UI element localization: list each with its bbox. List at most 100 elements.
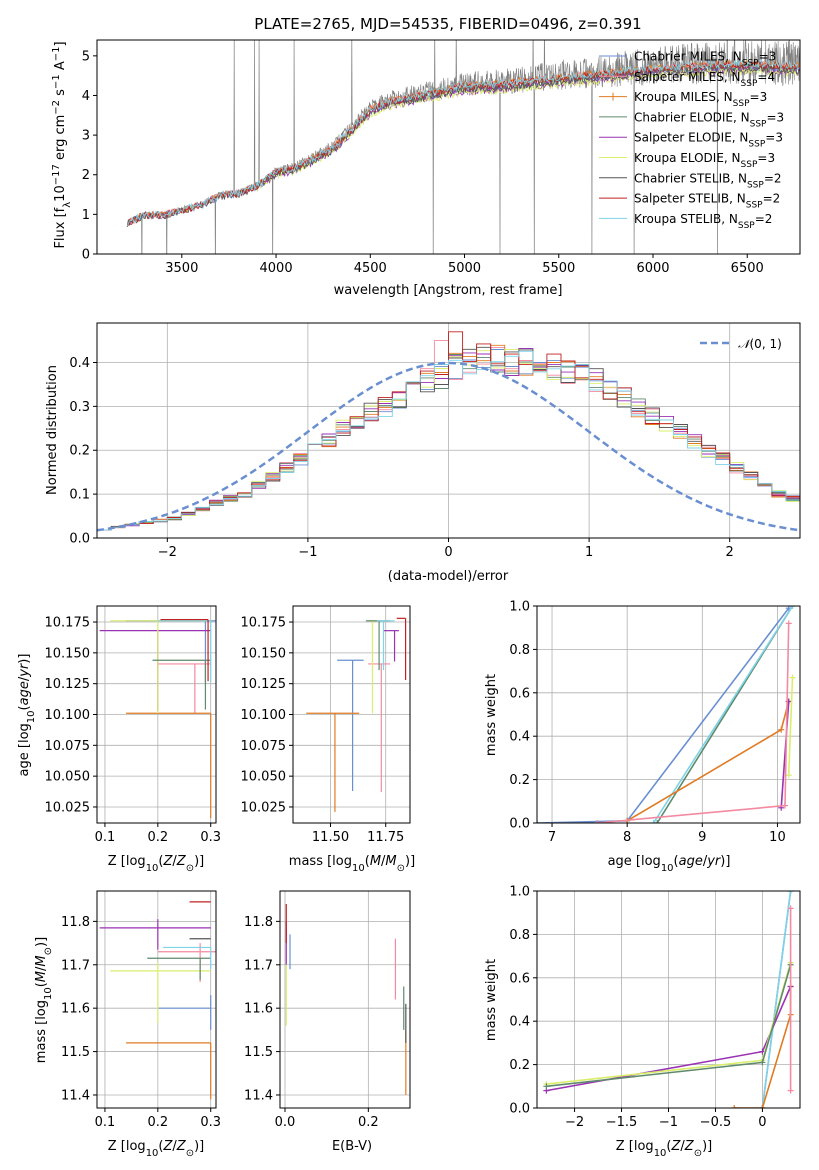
x-tick-label: 5500 xyxy=(542,261,575,276)
ylabel-mid: 10 xyxy=(53,185,68,202)
errorbar xyxy=(126,620,216,683)
mass-weight-point xyxy=(789,674,796,681)
errorbar xyxy=(99,919,211,950)
legend-sub: SSP xyxy=(738,221,755,231)
y-tick-label: 10.025 xyxy=(241,800,287,815)
legend-label: Salpeter ELODIE, NSSP=3 xyxy=(634,131,783,150)
mass-vs-z-panel: 0.1 0.2 0.3 11.4 11.5 11.6 11.7 11.8 xyxy=(61,890,221,1130)
y-tick-label: 0.4 xyxy=(509,1015,530,1030)
x-tick-label: 11.50 xyxy=(312,830,349,845)
legend-nssp: =3 xyxy=(750,90,768,104)
y-tick-label: 11.6 xyxy=(244,1002,273,1017)
ylabel-mid3: s xyxy=(53,89,68,100)
mass-weight-point xyxy=(781,802,788,809)
plot-area xyxy=(99,618,216,819)
x-tick-label: 0.1 xyxy=(95,830,116,845)
axes-frame: −2 −1.5 −1 −0.5 0 0.0 0.2 0.4 0.6 0.8 1.0 xyxy=(509,885,801,1130)
y-tick-label: 0.0 xyxy=(509,1102,530,1117)
legend-label: Chabrier STELIB, NSSP=2 xyxy=(634,171,782,190)
x-tick-label: 8 xyxy=(623,830,631,845)
massweight-vs-age-panel: 7 8 9 10 0.0 0.2 0.4 0.6 0.8 1.0 xyxy=(509,600,801,845)
model-spectrum-7 xyxy=(126,60,800,227)
legend-item: Chabrier MILES, NSSP=3 xyxy=(599,50,776,69)
errorbar xyxy=(157,943,216,983)
axes-frame: 0.1 0.2 0.3 10.025 10.050 10.075 10.100 10.125 1… xyxy=(45,605,221,845)
x-tick-label: 6000 xyxy=(636,261,669,276)
legend-item: Salpeter ELODIE, NSSP=3 xyxy=(599,131,783,150)
ylabel-post: ] xyxy=(53,41,68,46)
y-tick-label: 11.6 xyxy=(61,1002,90,1017)
legend-item: Kroupa ELODIE, NSSP=3 xyxy=(599,151,775,170)
legend-sub: SSP xyxy=(742,59,759,69)
errorbar xyxy=(383,630,399,662)
x-tick-label: 0.1 xyxy=(95,1115,116,1130)
legend-sub: SSP xyxy=(733,99,750,109)
legend-normal-label: 𝒩(0, 1) xyxy=(738,337,782,351)
mass-weight-point xyxy=(787,905,794,912)
legend-sub: SSP xyxy=(741,79,758,89)
age-z-xlabel: Z [log10(Z/Z⊙)] xyxy=(108,854,205,874)
x-tick-label: 6500 xyxy=(731,261,764,276)
residual-histogram-8 xyxy=(97,350,800,538)
axes-frame: 0.1 0.2 0.3 11.4 11.5 11.6 11.7 11.8 xyxy=(61,890,221,1130)
legend-nssp: =2 xyxy=(763,192,781,206)
mass-weight-point xyxy=(778,726,785,733)
x-tick-label: −1 xyxy=(298,545,317,560)
y-tick-label: 0.3 xyxy=(69,400,90,415)
errorbar xyxy=(99,630,211,711)
x-tick-label: 5000 xyxy=(448,261,481,276)
x-tick-label: 0.2 xyxy=(147,1115,168,1130)
errorbar xyxy=(157,620,212,683)
x-tick-label: −2 xyxy=(158,545,177,560)
y-tick-label: 10.100 xyxy=(241,708,287,723)
axes-frame: −2 −1 0 1 2 0.0 0.1 0.2 0.3 0.4 xyxy=(69,322,801,560)
errorbar xyxy=(160,618,209,682)
residual-histogram-panel: −2 −1 0 1 2 0.0 0.1 0.2 0.3 0.4 xyxy=(69,322,801,560)
x-tick-label: 0.3 xyxy=(200,830,221,845)
mass-z-xlabel: Z [log10(Z/Z⊙)] xyxy=(108,1139,205,1159)
ylabel-sup3: −1 xyxy=(51,74,62,89)
x-tick-label: 7 xyxy=(548,830,556,845)
y-tick-label: 10.150 xyxy=(241,646,287,661)
model-spectrum-8 xyxy=(126,59,800,227)
legend-nssp: =4 xyxy=(757,70,775,84)
spectrum-panel: 3500 4000 4500 5000 5500 6000 6500 0 1 2 3 4 5 xyxy=(82,39,801,276)
mw-age-xlabel: age [log10(age/yr)] xyxy=(608,854,731,874)
y-tick-label: 10.050 xyxy=(241,770,287,785)
y-tick-label: 11.5 xyxy=(61,1045,90,1060)
legend-nssp: =2 xyxy=(764,171,782,185)
legend-name: Salpeter STELIB, N xyxy=(634,192,746,206)
mw-age-ylabel: mass weight xyxy=(484,674,499,756)
model-spectrum-6 xyxy=(126,64,800,228)
y-tick-label: 10.075 xyxy=(241,739,287,754)
histogram-legend: 𝒩(0, 1) xyxy=(700,337,782,351)
errorbar xyxy=(147,957,211,980)
y-tick-label: 10.075 xyxy=(45,739,91,754)
mass-weight-point xyxy=(650,820,657,823)
x-tick-label: −0.5 xyxy=(700,1115,732,1130)
legend-item: Salpeter STELIB, NSSP=2 xyxy=(599,192,780,211)
legend-name: Chabrier MILES, N xyxy=(634,50,742,64)
y-tick-label: 11.8 xyxy=(244,915,273,930)
plot-area xyxy=(537,606,796,823)
legend-sub: SSP xyxy=(748,140,765,150)
mass-weight-point xyxy=(787,891,794,894)
y-tick-label: 10.100 xyxy=(45,708,91,723)
axes-border xyxy=(536,605,801,824)
age-mass-xlabel: mass [log10(M/M⊙)] xyxy=(289,854,415,874)
errorbar xyxy=(126,1042,212,1100)
mass-weight-point xyxy=(654,820,661,823)
y-tick-label: 11.4 xyxy=(61,1088,90,1103)
legend-nssp: =2 xyxy=(755,212,773,226)
axes-border xyxy=(96,39,801,255)
y-tick-label: 10.175 xyxy=(45,616,91,631)
legend-nssp: =3 xyxy=(765,131,783,145)
errorbar xyxy=(365,620,391,671)
x-tick-label: 0.2 xyxy=(147,830,168,845)
errorbar xyxy=(163,946,212,970)
legend-label: Salpeter MILES, NSSP=4 xyxy=(634,70,775,89)
massweight-vs-z-panel: −2 −1.5 −1 −0.5 0 0.0 0.2 0.4 0.6 0.8 1.0 xyxy=(509,885,801,1130)
mass-weight-point xyxy=(785,620,792,627)
histogram-ylabel: Normed distribution xyxy=(45,365,60,495)
legend-item: Kroupa STELIB, NSSP=2 xyxy=(599,212,772,231)
